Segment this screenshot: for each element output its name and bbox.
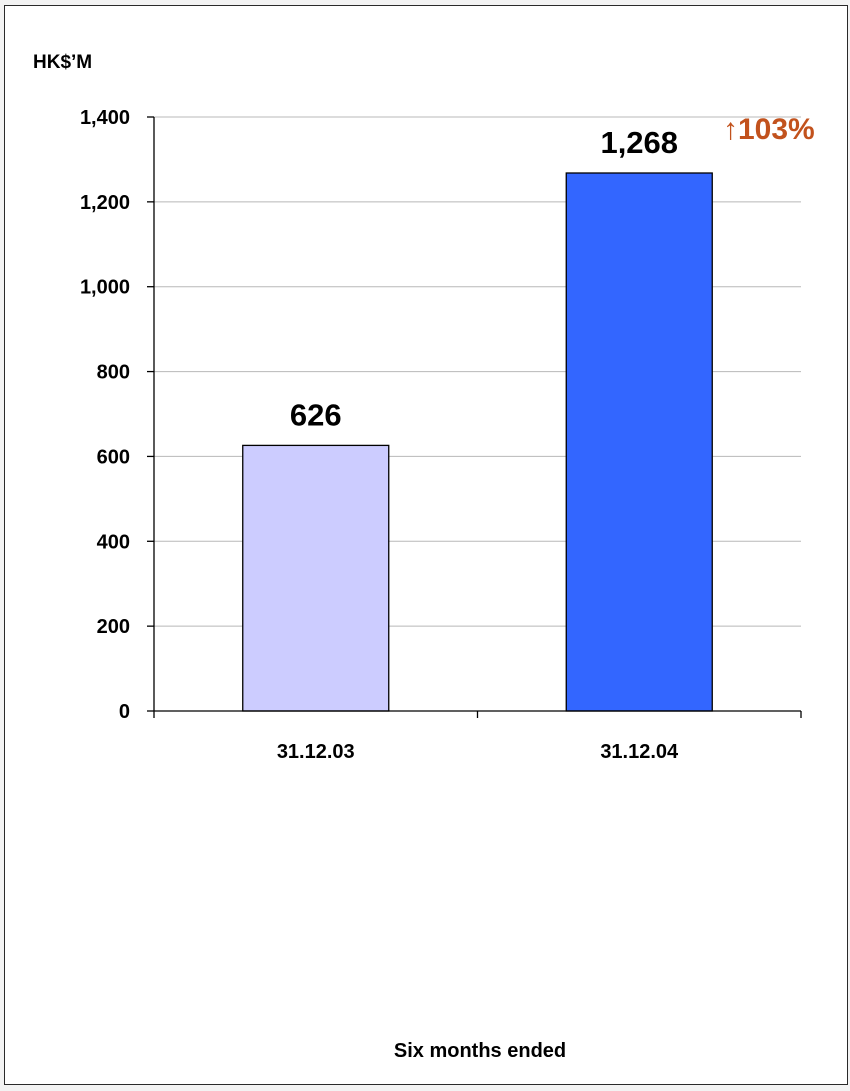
value-labels: 626 1,268: [290, 125, 678, 432]
y-tick-label: 600: [97, 446, 130, 468]
bar-31-12-03: [242, 444, 390, 712]
y-tick-label: 1,400: [80, 107, 130, 129]
bar-value-label: 626: [290, 397, 342, 432]
y-tick-label: 1,000: [80, 277, 130, 299]
x-category-label: 31.12.04: [600, 741, 679, 763]
x-category-labels: 31.12.03 31.12.04: [277, 741, 679, 763]
y-tick-labels: 0 200 400 600 800 1,000 1,200 1,400: [80, 107, 130, 723]
x-category-label: 31.12.03: [277, 741, 355, 763]
growth-percent: 103%: [738, 113, 815, 146]
chart-frame: 0 200 400 600 800 1,000 1,200 1,400 31.12.03 31.…: [4, 5, 848, 1085]
up-arrow-icon: ↑: [723, 113, 738, 146]
bars: [242, 172, 713, 712]
y-tick-label: 400: [97, 531, 130, 553]
y-tick-label: 0: [119, 701, 130, 723]
y-tick-label: 200: [97, 616, 130, 638]
y-tick-label: 800: [97, 362, 130, 384]
growth-annotation: ↑103%: [723, 113, 815, 146]
bar-31-12-04: [565, 172, 713, 712]
x-axis-title: Six months ended: [394, 1040, 566, 1062]
y-tick-label: 1,200: [80, 192, 130, 214]
bar-value-label: 1,268: [600, 125, 678, 160]
axes: [147, 116, 802, 718]
unit-label: HK$’M: [33, 52, 92, 73]
